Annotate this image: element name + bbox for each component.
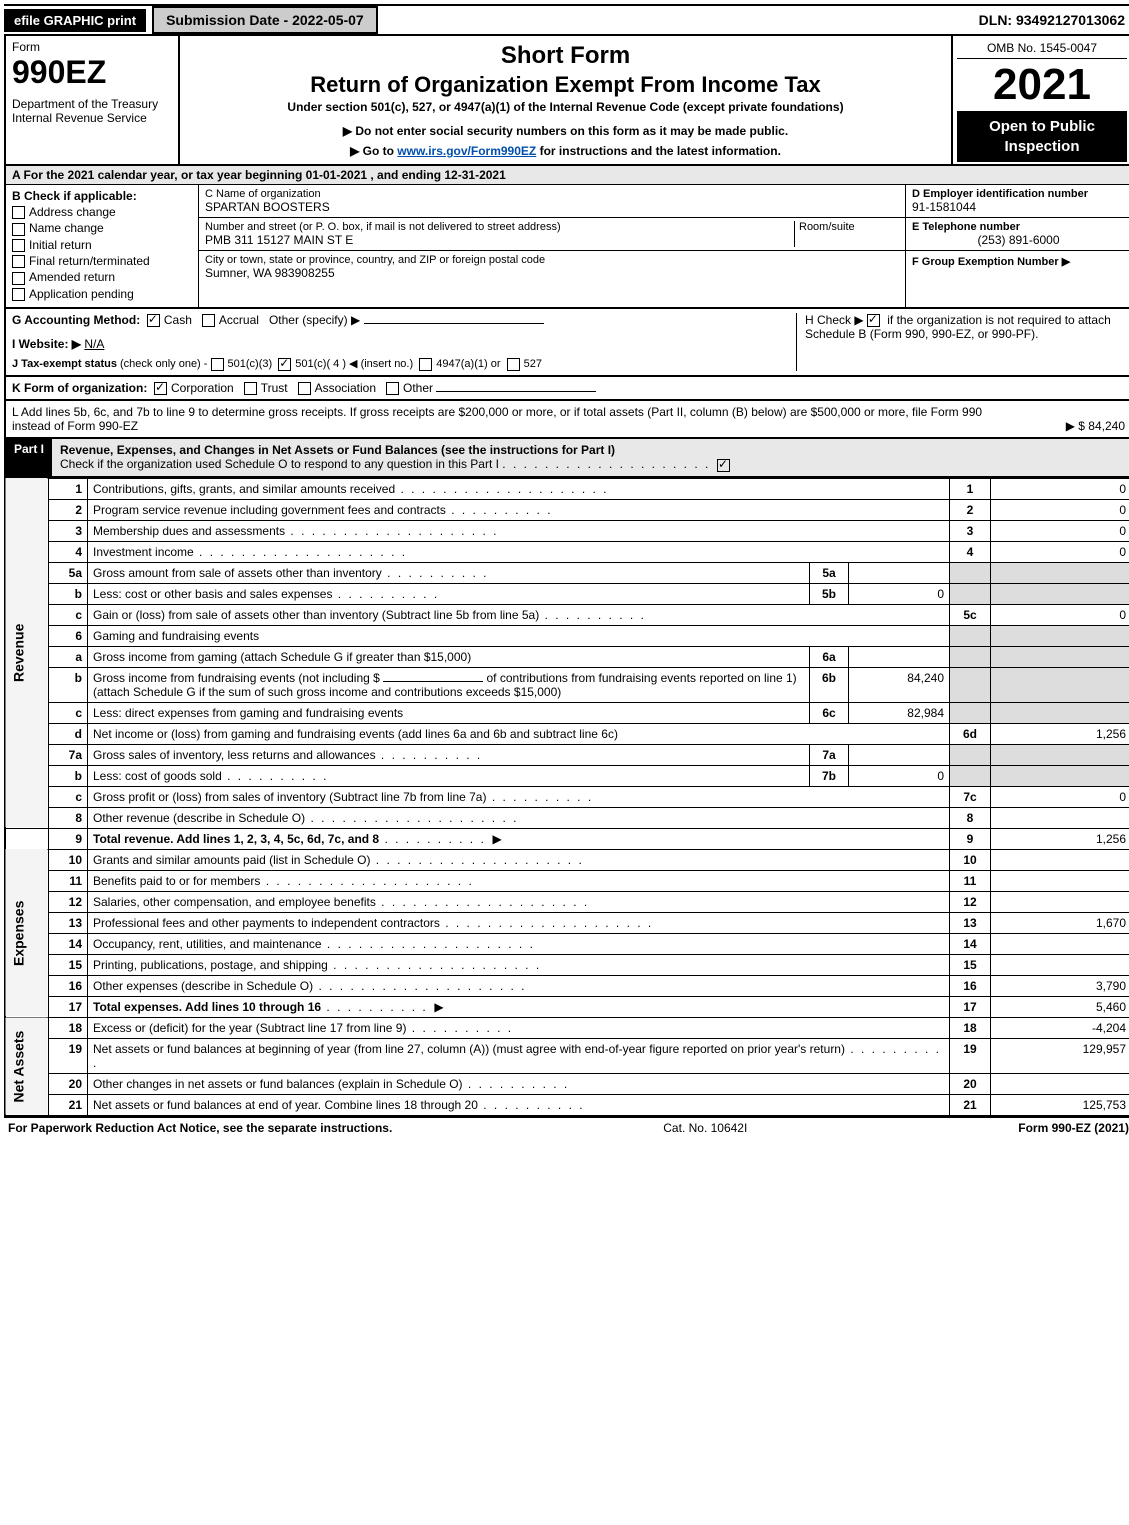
h-schedule-b: H Check ▶ if the organization is not req… <box>796 313 1125 371</box>
footer-right: Form 990-EZ (2021) <box>1018 1121 1129 1135</box>
check-amended-return[interactable]: Amended return <box>12 270 192 284</box>
goto-suffix: for instructions and the latest informat… <box>540 144 781 158</box>
tax-year: 2021 <box>957 59 1127 111</box>
check-trust[interactable] <box>244 382 257 395</box>
org-street: PMB 311 15127 MAIN ST E <box>205 233 794 247</box>
check-501c[interactable] <box>278 358 291 371</box>
check-4947[interactable] <box>419 358 432 371</box>
part-1-header: Part I Revenue, Expenses, and Changes in… <box>4 439 1129 477</box>
c-city-label: City or town, state or province, country… <box>205 254 899 266</box>
check-application-pending[interactable]: Application pending <box>12 287 192 301</box>
check-association[interactable] <box>298 382 311 395</box>
dln-number: DLN: 93492127013062 <box>979 12 1129 28</box>
subtitle-goto: ▶ Go to www.irs.gov/Form990EZ for instru… <box>188 144 943 158</box>
ein-value: 91-1581044 <box>912 200 1125 214</box>
phone-value: (253) 891-6000 <box>912 233 1125 247</box>
k-form-of-organization: K Form of organization: Corporation Trus… <box>4 377 1129 401</box>
part-1-title: Revenue, Expenses, and Changes in Net As… <box>60 443 615 457</box>
c-name-label: C Name of organization <box>205 188 899 200</box>
part-1-check-line: Check if the organization used Schedule … <box>60 457 734 471</box>
room-suite-label: Room/suite <box>794 221 899 247</box>
subtitle-ssn-warning: ▶ Do not enter social security numbers o… <box>188 124 943 138</box>
expenses-section-label: Expenses <box>5 849 49 1017</box>
check-corporation[interactable] <box>154 382 167 395</box>
check-address-change[interactable]: Address change <box>12 205 192 219</box>
revenue-section-label: Revenue <box>5 478 49 828</box>
g-accounting-method: G Accounting Method: Cash Accrual Other … <box>12 313 788 327</box>
b-label: B Check if applicable: <box>12 189 192 203</box>
part-1-label: Part I <box>6 439 52 475</box>
f-label: F Group Exemption Number ▶ <box>912 256 1070 268</box>
check-other-org[interactable] <box>386 382 399 395</box>
l-amount: ▶ $ 84,240 <box>985 419 1125 433</box>
section-c: C Name of organization SPARTAN BOOSTERS … <box>199 185 906 307</box>
subtitle-section: Under section 501(c), 527, or 4947(a)(1)… <box>188 100 943 114</box>
check-name-change[interactable]: Name change <box>12 221 192 235</box>
form-number: 990EZ <box>12 54 172 91</box>
section-def: D Employer identification number 91-1581… <box>906 185 1129 307</box>
check-schedule-o[interactable] <box>717 459 730 472</box>
efile-print-button[interactable]: efile GRAPHIC print <box>4 9 146 32</box>
check-527[interactable] <box>507 358 520 371</box>
title-return: Return of Organization Exempt From Incom… <box>188 72 943 98</box>
check-501c3[interactable] <box>211 358 224 371</box>
section-a-calendar-year: A For the 2021 calendar year, or tax yea… <box>4 166 1129 185</box>
form-header: Form 990EZ Department of the Treasury In… <box>4 36 1129 166</box>
i-website: I Website: ▶ N/A <box>12 337 788 351</box>
goto-prefix: ▶ Go to <box>350 144 397 158</box>
check-initial-return[interactable]: Initial return <box>12 238 192 252</box>
omb-number: OMB No. 1545-0047 <box>957 38 1127 59</box>
header-center: Short Form Return of Organization Exempt… <box>180 36 951 164</box>
d-label: D Employer identification number <box>912 188 1125 200</box>
top-bar: efile GRAPHIC print Submission Date - 20… <box>4 4 1129 36</box>
check-final-return[interactable]: Final return/terminated <box>12 254 192 268</box>
footer-left: For Paperwork Reduction Act Notice, see … <box>8 1121 392 1135</box>
c-street-label: Number and street (or P. O. box, if mail… <box>205 221 794 233</box>
section-b-check-applicable: B Check if applicable: Address change Na… <box>6 185 199 307</box>
check-cash[interactable] <box>147 314 160 327</box>
org-city: Sumner, WA 983908255 <box>205 266 899 280</box>
net-assets-section-label: Net Assets <box>5 1017 49 1116</box>
submission-date: Submission Date - 2022-05-07 <box>152 6 378 34</box>
department-label: Department of the Treasury Internal Reve… <box>12 97 172 125</box>
check-accrual[interactable] <box>202 314 215 327</box>
lines-table: Revenue 1Contributions, gifts, grants, a… <box>4 478 1129 1117</box>
header-right: OMB No. 1545-0047 2021 Open to Public In… <box>951 36 1129 164</box>
irs-link[interactable]: www.irs.gov/Form990EZ <box>397 144 536 158</box>
open-public-label: Open to Public Inspection <box>957 111 1127 162</box>
info-block: B Check if applicable: Address change Na… <box>4 185 1129 309</box>
footer-cat-no: Cat. No. 10642I <box>663 1121 747 1135</box>
l-gross-receipts: L Add lines 5b, 6c, and 7b to line 9 to … <box>4 401 1129 439</box>
section-gh: G Accounting Method: Cash Accrual Other … <box>4 309 1129 377</box>
title-short-form: Short Form <box>188 42 943 70</box>
page-footer: For Paperwork Reduction Act Notice, see … <box>4 1117 1129 1138</box>
check-schedule-b[interactable] <box>867 314 880 327</box>
header-left: Form 990EZ Department of the Treasury In… <box>6 36 180 164</box>
e-label: E Telephone number <box>912 221 1125 233</box>
j-tax-exempt-status: J Tax-exempt status (check only one) - 5… <box>12 357 788 371</box>
form-label: Form <box>12 40 172 54</box>
org-name: SPARTAN BOOSTERS <box>205 200 899 214</box>
